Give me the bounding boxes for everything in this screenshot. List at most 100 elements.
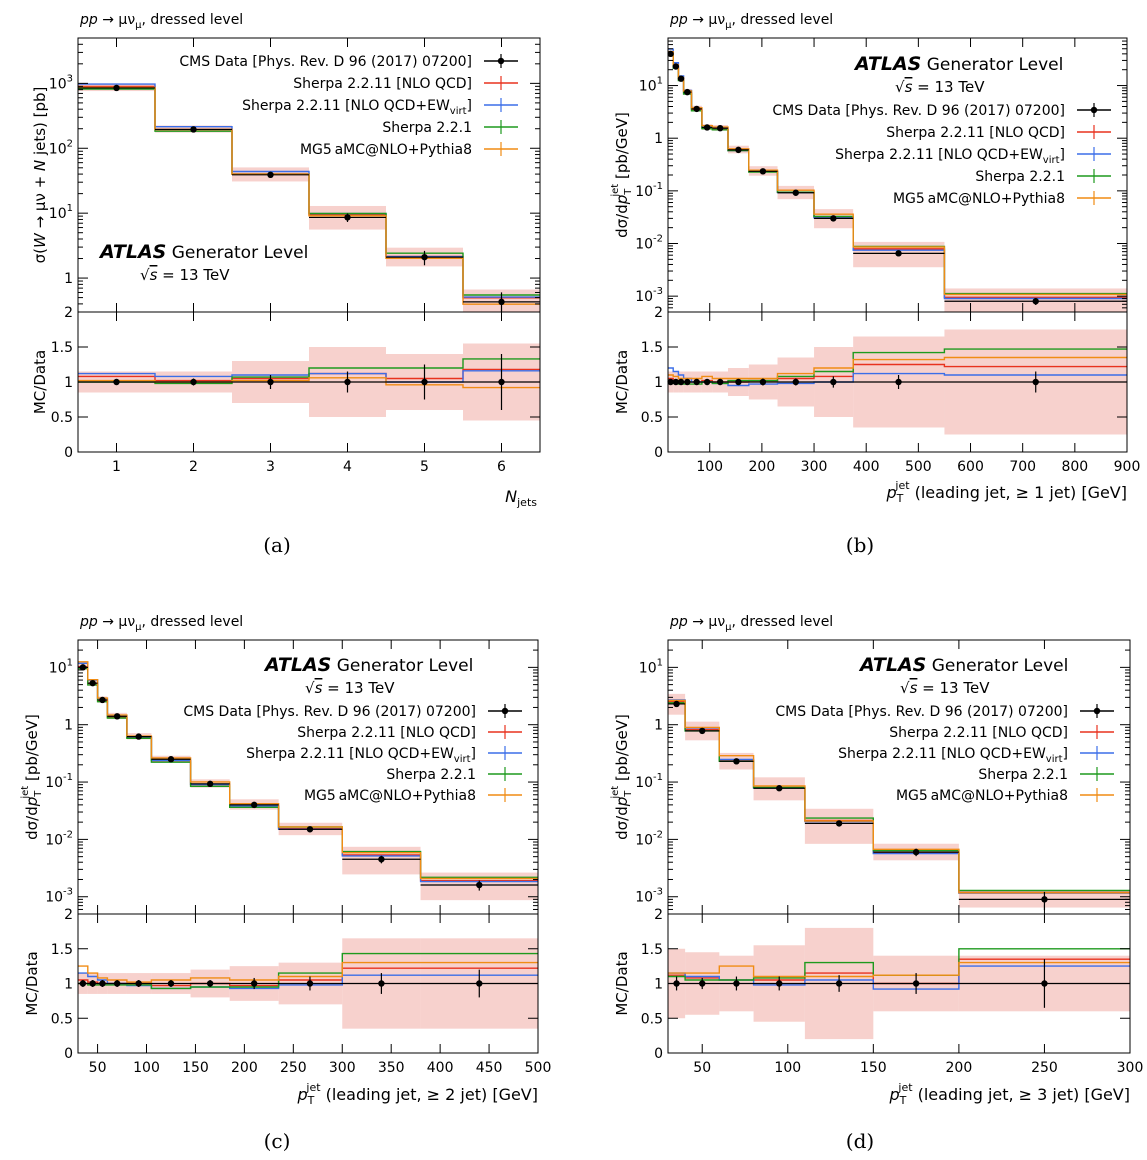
y-tick-label: 1 (64, 718, 73, 734)
ratio-point (1032, 378, 1039, 386)
y-tick-label: 10-1 (635, 772, 663, 791)
ratio-tick-label: 1.5 (641, 340, 663, 356)
y-tick-label: 101 (639, 657, 663, 676)
x-tick-label: 450 (476, 1060, 503, 1076)
ratio-tick-label: 2 (64, 305, 73, 321)
energy-label: √s = 13 TeV (900, 679, 990, 697)
x-tick-label: 100 (133, 1060, 160, 1076)
x-tick-label: 500 (525, 1060, 552, 1076)
ratio-point (476, 980, 483, 987)
x-tick-label: 4 (343, 459, 352, 475)
ratio-point (306, 980, 314, 987)
x-tick-label: 600 (957, 459, 984, 475)
ratio-tick-label: 0 (654, 1046, 663, 1062)
ratio-point (684, 378, 691, 386)
ratio-tick-label: 0 (64, 445, 73, 461)
panel-label: (c) (264, 1129, 291, 1153)
data-point (733, 758, 740, 765)
data-point (99, 696, 106, 704)
ratio-point (830, 378, 837, 386)
ratio-point (735, 378, 742, 386)
ratio-axis-title: MC/Data (613, 951, 631, 1015)
process-label: pp → μνμ, dressed level (669, 614, 833, 633)
ratio-tick-label: 2 (654, 305, 663, 321)
panel-label: (a) (263, 533, 291, 557)
ratio-tick-label: 1.5 (641, 942, 663, 958)
x-tick-label: 900 (1114, 459, 1141, 475)
chart-panel-d: pp → μνμ, dressed level 50 100 150 200 250 300… (610, 614, 1143, 1153)
legend-marker-point (501, 707, 509, 715)
x-axis-title: pTjet (leading jet, ≥ 1 jet) [GeV] (886, 479, 1128, 505)
data-point (703, 124, 711, 131)
legend-entry: MG5 aMC@NLO+Pythia8 (300, 142, 472, 158)
x-tick-label: 1 (112, 459, 121, 475)
atlas-label: ATLAS Generator Level (98, 241, 308, 263)
legend-entry: Sherpa 2.2.11 [NLO QCD+EWvirt] (246, 746, 476, 765)
x-tick-label: 100 (696, 459, 723, 475)
x-tick-label: 700 (1009, 459, 1036, 475)
ratio-point (113, 378, 120, 386)
legend-entry: Sherpa 2.2.1 (975, 169, 1065, 185)
data-point (792, 189, 799, 196)
x-tick-label: 300 (1117, 1060, 1144, 1076)
legend-entry: Sherpa 2.2.1 (386, 767, 476, 783)
x-axis-title: pTjet (leading jet, ≥ 2 jet) [GeV] (297, 1081, 539, 1107)
y-tick-label: 10-2 (635, 234, 663, 253)
chart-panel-c: pp → μνμ, dressed level 50 100 150 200 250 300… (20, 614, 551, 1153)
legend-marker-point (497, 57, 505, 65)
ratio-point (716, 378, 724, 386)
x-tick-label: 3 (266, 459, 275, 475)
data-point (206, 780, 214, 788)
legend-entry: CMS Data [Phys. Rev. D 96 (2017) 07200] (772, 103, 1065, 119)
atlas-label: ATLAS Generator Level (858, 654, 1068, 676)
data-point (684, 88, 691, 96)
legend-entry: MG5 aMC@NLO+Pythia8 (896, 788, 1068, 804)
panel-label: (b) (846, 533, 874, 557)
ratio-line-mg5 (78, 961, 538, 983)
ratio-tick-label: 2 (654, 907, 663, 923)
legend-entry: MG5 aMC@NLO+Pythia8 (304, 788, 476, 804)
x-tick-label: 50 (89, 1060, 107, 1076)
x-tick-label: 2 (189, 459, 198, 475)
ratio-axis-title: MC/Data (23, 951, 41, 1015)
y-tick-label: 102 (49, 138, 73, 157)
data-point (759, 168, 767, 175)
ratio-point (733, 980, 740, 987)
ratio-point (135, 980, 142, 987)
atlas-label: ATLAS Generator Level (263, 654, 473, 676)
data-point (895, 250, 902, 257)
y-axis-title: σ(W → μν + N jets) [pb] (31, 87, 49, 264)
x-tick-label: 400 (853, 459, 880, 475)
ratio-point (99, 980, 106, 987)
x-tick-label: 250 (280, 1060, 307, 1076)
ratio-tick-label: 0.5 (641, 1011, 663, 1027)
ratio-point (693, 378, 700, 386)
chart-panel-b: pp → μνμ, dressed level 100 200 300 400 500 60… (610, 12, 1140, 557)
ratio-tick-label: 2 (64, 907, 73, 923)
x-tick-label: 150 (860, 1060, 887, 1076)
y-tick-label: 10-3 (635, 887, 663, 906)
data-point (267, 171, 274, 179)
data-point (830, 215, 837, 222)
data-point (735, 146, 742, 154)
x-tick-label: 350 (378, 1060, 405, 1076)
x-tick-label: 300 (329, 1060, 356, 1076)
y-tick-label: 103 (49, 73, 73, 92)
legend-entry: MG5 aMC@NLO+Pythia8 (893, 191, 1065, 207)
data-point (113, 84, 120, 92)
ratio-line-mg5 (668, 356, 1127, 380)
data-point (306, 826, 314, 833)
process-label: pp → μνμ, dressed level (79, 12, 243, 31)
legend-entry: Sherpa 2.2.11 [NLO QCD] (293, 76, 472, 92)
ratio-tick-label: 1 (654, 977, 663, 993)
legend-entry: Sherpa 2.2.11 [NLO QCD] (297, 725, 476, 741)
y-tick-label: 101 (639, 76, 663, 95)
mc-histogram-mg5 (78, 86, 540, 305)
y-tick-label: 10-2 (45, 829, 73, 848)
x-tick-label: 200 (231, 1060, 258, 1076)
x-tick-label: 300 (801, 459, 828, 475)
y-tick-label: 1 (654, 718, 663, 734)
data-point (835, 820, 843, 827)
ratio-tick-label: 0.5 (51, 410, 73, 426)
